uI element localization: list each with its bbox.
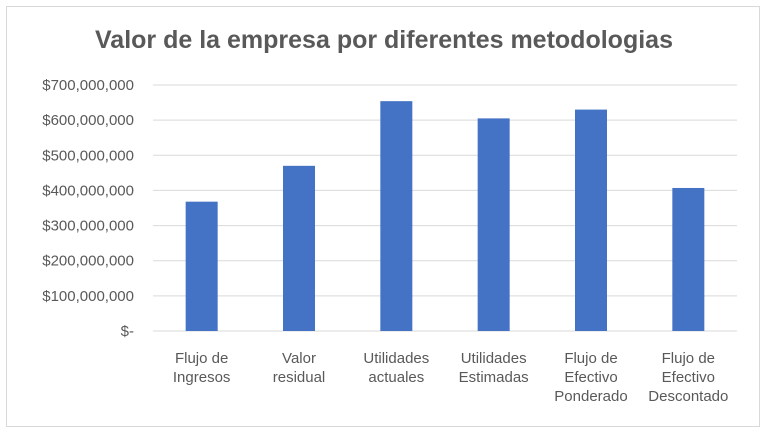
x-category-label: Flujo de Ingresos [173,350,231,386]
x-category-label-line: Valor [282,350,316,367]
x-category-label: Utilidades actuales [363,350,429,386]
x-category-label-line: residual [273,369,326,386]
x-category-label-line: Descontado [648,388,728,405]
bar [283,165,315,331]
y-tick-label: $400,000,000 [42,182,134,199]
bar [477,118,510,331]
y-tick-label: $- [121,323,134,340]
x-category-label: Valor residual [273,350,326,386]
x-category-label-line: Ponderado [554,388,627,405]
chart-title: Valor de la empresa por diferentes metod… [95,26,673,54]
y-tick-label: $200,000,000 [42,253,134,270]
y-tick-label: $300,000,000 [42,218,134,235]
x-category-label-line: actuales [368,369,424,386]
x-category-label-line: Flujo de [175,350,228,367]
bar [185,201,218,331]
bar [672,187,705,331]
x-category-label-line: Utilidades [363,350,429,367]
bar [575,109,607,331]
y-tick-label: $700,000,000 [42,77,134,94]
x-category-label-line: Flujo de [564,350,617,367]
bar [380,101,413,331]
x-category-label-line: Estimadas [459,369,529,386]
y-tick-label: $100,000,000 [42,288,134,305]
x-category-label-line: Ingresos [173,369,231,386]
x-category-label: Flujo de Efectivo Ponderado [554,350,627,405]
x-category-label-line: Efectivo [564,369,617,386]
x-category-label-line: Utilidades [461,350,527,367]
y-tick-label: $600,000,000 [42,112,134,129]
x-category-label-line: Efectivo [662,369,715,386]
y-tick-label: $500,000,000 [42,147,134,164]
x-category-label: Utilidades Estimadas [459,350,529,386]
x-category-label-line: Flujo de [662,350,715,367]
x-category-label: Flujo de Efectivo Descontado [648,350,728,405]
